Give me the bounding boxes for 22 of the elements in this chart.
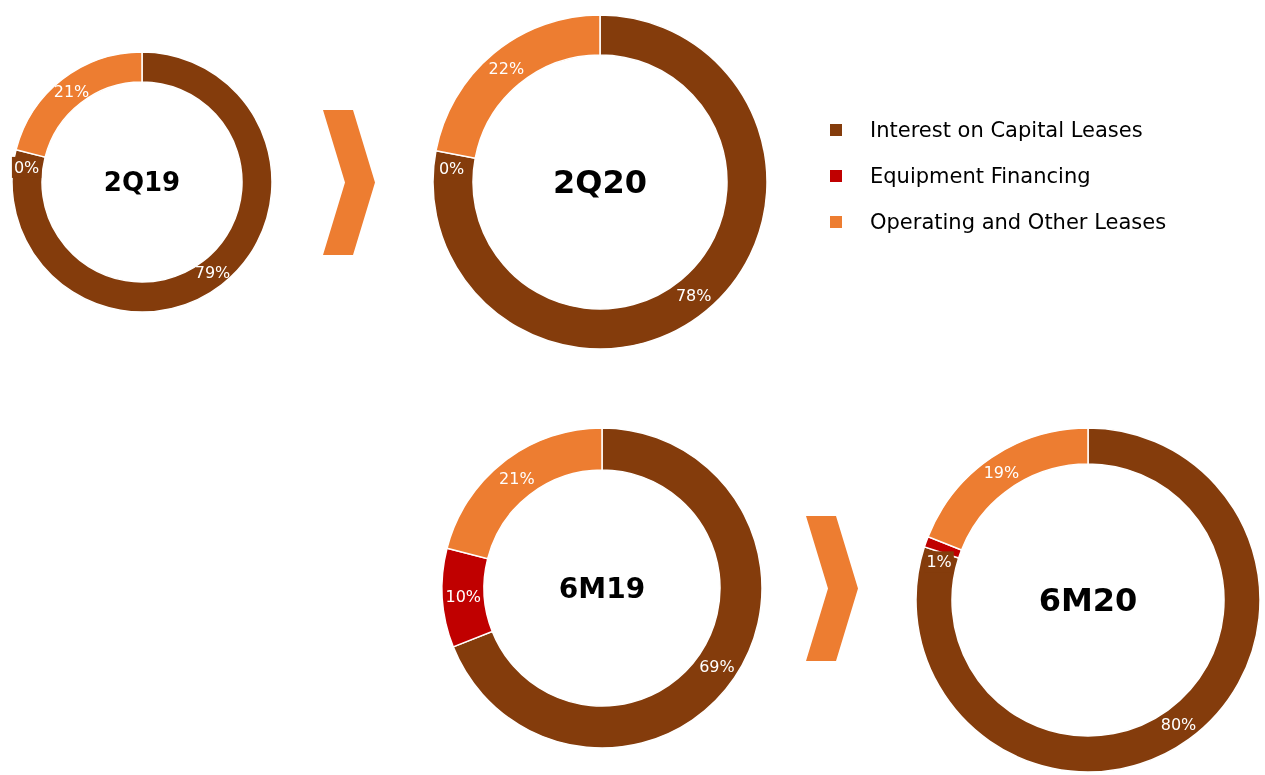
text: 2Q20 [553, 163, 647, 201]
donut-slice [915, 427, 1261, 773]
data-label: 10% [445, 587, 482, 607]
legend-label: Equipment Financing [870, 164, 1091, 188]
donut-slice [432, 14, 768, 350]
data-label: 21% [499, 468, 535, 488]
legend-label: Operating and Other Leases [870, 210, 1167, 234]
data-label: 19% [983, 463, 1020, 483]
data-label: 79% [194, 263, 231, 283]
data-label: 22% [488, 59, 525, 79]
text: 6M20 [1038, 581, 1138, 619]
data-label: 80% [1160, 715, 1197, 735]
text: 2Q19 [103, 167, 181, 197]
data-label: 1% [926, 552, 952, 572]
data-label: 78% [675, 285, 712, 305]
legend-label: Interest on Capital Leases [870, 118, 1143, 142]
text: 6M19 [558, 571, 646, 605]
donut-slice [11, 51, 273, 313]
data-label: 69% [699, 656, 735, 676]
text: 0% [13, 157, 40, 177]
text: 0% [438, 158, 465, 178]
data-label: 21% [53, 81, 90, 101]
